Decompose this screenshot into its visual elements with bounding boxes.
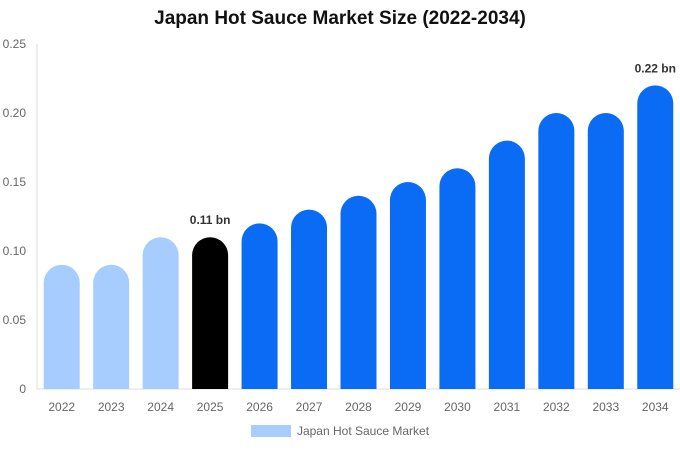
x-tick-label: 2031	[494, 400, 521, 414]
x-tick-label: 2028	[345, 400, 372, 414]
legend-swatch	[250, 425, 291, 437]
chart-title: Japan Hot Sauce Market Size (2022-2034)	[154, 8, 526, 29]
y-tick-label: 0.10	[3, 244, 27, 258]
x-tick-label: 2034	[642, 400, 669, 414]
x-tick-label: 2024	[147, 400, 174, 414]
bar-2027	[291, 209, 328, 389]
bar-2026	[241, 223, 278, 389]
bar-2024	[142, 237, 179, 389]
bar-2028	[340, 195, 377, 389]
x-tick-label: 2033	[592, 400, 619, 414]
x-tick-label: 2032	[543, 400, 570, 414]
x-tick-label: 2030	[444, 400, 471, 414]
bar-2032	[538, 113, 575, 389]
y-tick-label: 0.25	[3, 37, 27, 51]
bar-2033	[587, 113, 624, 389]
legend-label: Japan Hot Sauce Market	[296, 424, 430, 438]
x-tick-label: 2029	[395, 400, 422, 414]
bar-2034	[637, 85, 674, 390]
x-tick-label: 2026	[246, 400, 273, 414]
legend: Japan Hot Sauce Market	[0, 424, 680, 438]
bar-2023	[93, 264, 130, 389]
x-tick-label: 2027	[296, 400, 323, 414]
data-label-2034: 0.22 bn	[635, 61, 676, 75]
bar-2030	[439, 168, 476, 389]
bar-2029	[389, 182, 426, 389]
x-tick-label: 2022	[48, 400, 75, 414]
bar-2025	[192, 237, 229, 389]
x-tick-label: 2023	[98, 400, 125, 414]
x-tick-label: 2025	[197, 400, 224, 414]
bar-2031	[488, 140, 525, 389]
y-tick-label: 0.15	[3, 175, 27, 189]
y-tick-label: 0.05	[3, 313, 27, 327]
y-tick-label: 0	[19, 382, 26, 396]
y-tick-label: 0.20	[3, 106, 27, 120]
data-label-2025: 0.11 bn	[190, 213, 231, 227]
bar-2022	[43, 264, 80, 389]
